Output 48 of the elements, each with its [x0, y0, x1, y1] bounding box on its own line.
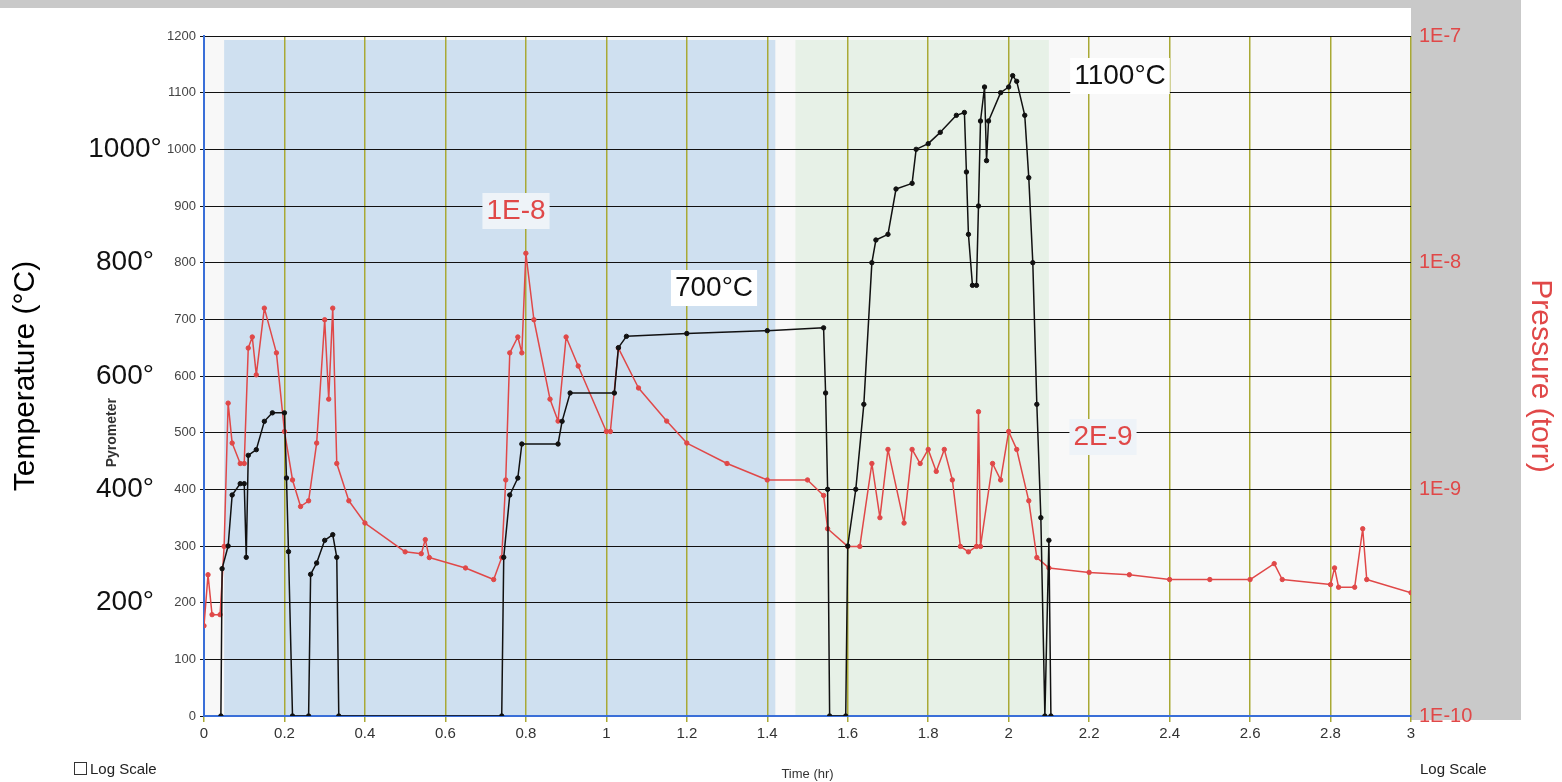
x-tick-label: 1.2 — [676, 724, 698, 742]
y-tick-label: 300 — [174, 537, 196, 553]
y-tick-label: 0 — [188, 707, 196, 723]
y-tick-label: 600 — [174, 367, 196, 383]
y-tick-label: 1000 — [167, 140, 196, 156]
y2-axis-title: Pressure (torr) — [1525, 279, 1559, 473]
x-tick-label: 2 — [1004, 724, 1013, 742]
y2-tick-label: 1E-8 — [1419, 250, 1462, 273]
y2-tick-label: 1E-7 — [1419, 23, 1462, 46]
annotation: 700°C — [674, 270, 754, 302]
x-tick-label: 2.8 — [1320, 724, 1341, 742]
y-tick-label: 1200 — [167, 27, 196, 43]
x-tick-label: 0.8 — [515, 724, 537, 742]
text: 600° — [96, 358, 154, 390]
text: 800° — [96, 244, 154, 276]
y-tick-label: 900 — [174, 197, 196, 213]
y-tick-label: 400 — [174, 480, 196, 496]
text: 400° — [96, 471, 154, 503]
x-axis-title: Time (hr) — [781, 765, 834, 781]
x-tick-label: 0 — [199, 724, 209, 742]
y-tick-label: 1100 — [168, 84, 196, 100]
x-tick-label: 2.2 — [1078, 724, 1100, 742]
text: 200° — [96, 584, 154, 616]
annotation: 1E-8 — [486, 193, 546, 225]
x-tick-label: 1.8 — [917, 724, 939, 742]
x-tick-label: 2.6 — [1239, 724, 1261, 742]
x-tick-label: 0.4 — [354, 724, 376, 742]
annotation: 2E-9 — [1073, 419, 1133, 451]
text: Log Scale — [90, 760, 157, 777]
text: Pyrometer — [102, 397, 119, 468]
y2-tick-label: 1E-9 — [1419, 476, 1462, 499]
y-tick-label: 100 — [174, 650, 196, 666]
y-tick-label: 800 — [174, 254, 196, 270]
x-tick-label: 1.6 — [837, 724, 859, 742]
x-tick-label: 3 — [1406, 724, 1416, 742]
y2-tick-label: 1E-10 — [1419, 703, 1473, 726]
x-tick-label: 1.4 — [756, 724, 778, 742]
x-tick-label: 1 — [602, 724, 611, 742]
y-tick-label: 500 — [174, 424, 196, 440]
y-tick-label: 200 — [174, 594, 196, 610]
x-tick-label: 0.2 — [274, 724, 295, 742]
text: 1000° — [88, 131, 162, 163]
y-tick-label: 700 — [174, 310, 196, 326]
annotation: 1100°C — [1074, 58, 1166, 90]
text: Log Scale — [1420, 760, 1487, 777]
x-tick-label: 0.6 — [434, 724, 456, 742]
x-tick-label: 2.4 — [1159, 724, 1181, 742]
y-axis-title: Temperature (°C) — [7, 260, 41, 492]
